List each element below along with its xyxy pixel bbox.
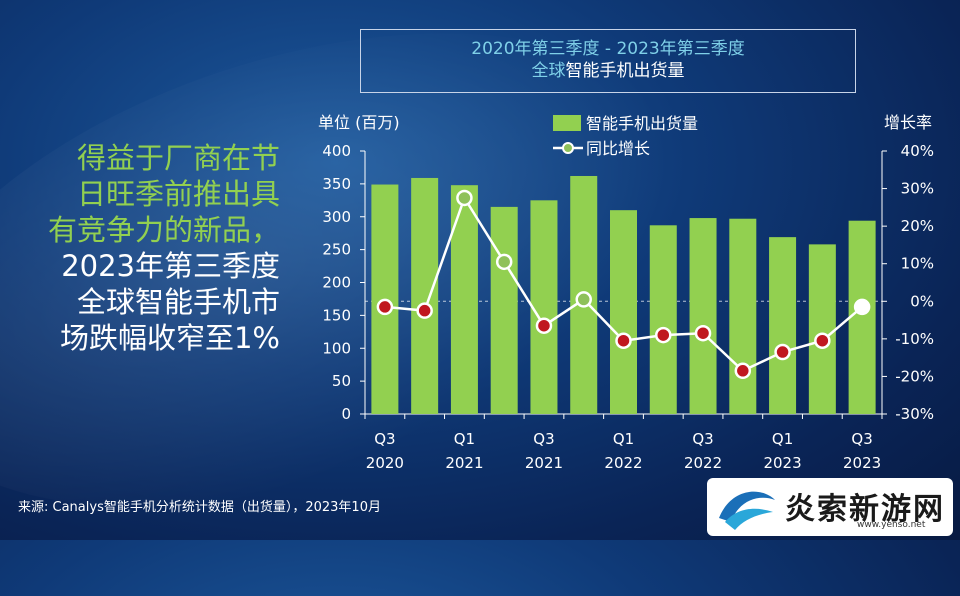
left-axis-title: 单位 (百万) (318, 113, 400, 132)
growth-point-5 (575, 291, 592, 308)
right-tick-label: 20% (901, 217, 934, 235)
logo-url: www.yenso.net (857, 520, 926, 530)
bar-6 (610, 210, 637, 414)
growth-point-9 (734, 362, 752, 380)
left-tick-label: 0 (341, 405, 351, 423)
growth-point-6 (615, 332, 632, 349)
right-tick-label: -20% (895, 367, 934, 385)
bar-11 (808, 244, 836, 414)
headline-line-3: 有竞争力的新品， (47, 213, 280, 247)
headline-line-1: 得益于厂商在节 (76, 141, 280, 175)
headline-line-5: 全球智能手机市 (76, 285, 280, 319)
bar-9 (729, 218, 757, 414)
headline-line-6: 场跌幅收窄至1% (59, 321, 280, 355)
x-label-quarter: Q1 (454, 430, 475, 448)
x-label-year: 2022 (604, 454, 642, 472)
headline: 得益于厂商在节 日旺季前推出具 有竞争力的新品， 2023年第三季度 全球智能手… (20, 140, 280, 356)
left-tick-label: 350 (322, 175, 351, 193)
x-label-quarter: Q1 (613, 430, 634, 448)
growth-point-12 (853, 298, 871, 316)
growth-point-1 (416, 302, 433, 319)
headline-line-4: 2023年第三季度 (61, 249, 280, 283)
bar-10 (769, 237, 797, 414)
logo-emblem-icon (719, 491, 775, 530)
x-label-quarter: Q1 (772, 430, 793, 448)
chart-title-subject: 全球智能手机出货量 (361, 60, 855, 82)
growth-point-3 (495, 253, 513, 271)
legend-bar-label: 智能手机出货量 (586, 114, 698, 133)
x-label-year: 2021 (525, 454, 563, 472)
growth-point-11 (814, 332, 831, 349)
right-tick-label: 30% (901, 180, 934, 198)
growth-point-8 (694, 324, 712, 342)
bar-7 (649, 225, 677, 414)
left-tick-label: 50 (332, 372, 351, 390)
left-tick-label: 200 (322, 274, 351, 292)
chart-title-rest: 智能手机出货量 (565, 61, 685, 81)
x-label-year: 2023 (763, 454, 801, 472)
chart-title-period: 2020年第三季度 - 2023年第三季度 (471, 39, 745, 59)
right-tick-label: 10% (901, 255, 934, 273)
growth-point-4 (535, 317, 553, 334)
headline-line-2: 日旺季前推出具 (76, 177, 280, 211)
x-label-quarter: Q3 (692, 430, 713, 448)
left-tick-label: 250 (322, 241, 351, 259)
legend-line-label: 同比增长 (586, 139, 650, 158)
site-logo[interactable]: 炎索新游网 www.yenso.net (707, 478, 953, 536)
growth-point-2 (456, 189, 473, 207)
bar-3 (490, 206, 518, 414)
x-label-year: 2023 (843, 454, 881, 472)
chart-title-box: 2020年第三季度 - 2023年第三季度 全球智能手机出货量 (360, 29, 856, 93)
logo-text: 炎索新游网 (785, 492, 945, 527)
growth-point-7 (655, 326, 672, 344)
source-note: 来源: Canalys智能手机分析统计数据（出货量），2023年10月 (18, 500, 381, 515)
x-label-quarter: Q3 (851, 430, 872, 448)
bar-8 (689, 218, 717, 414)
left-tick-label: 400 (322, 142, 351, 160)
growth-point-10 (774, 343, 791, 361)
growth-point-0 (376, 298, 394, 316)
right-tick-label: -10% (895, 330, 934, 348)
bar-2 (450, 185, 478, 414)
left-tick-label: 100 (322, 339, 351, 357)
x-label-quarter: Q3 (374, 430, 395, 448)
right-tick-label: 0% (910, 292, 934, 310)
x-label-quarter: Q3 (533, 430, 554, 448)
right-tick-label: -30% (895, 405, 934, 423)
legend-bar-swatch (553, 115, 581, 131)
x-label-year: 2022 (684, 454, 722, 472)
bar-1 (411, 177, 439, 414)
left-tick-label: 300 (322, 208, 351, 226)
x-label-year: 2021 (445, 454, 483, 472)
bar-4 (530, 200, 558, 414)
chart-title-highlight: 全球 (531, 61, 566, 81)
left-tick-label: 150 (322, 306, 351, 324)
shipments-chart: 0 50 100 150 200 250 300 350 400 -30% -20% -10% 0% 10… (318, 113, 934, 472)
right-axis-title: 增长率 (884, 113, 932, 132)
legend-line-marker (562, 142, 574, 154)
x-label-year: 2020 (366, 454, 404, 472)
right-tick-label: 40% (901, 142, 934, 160)
bar-12 (848, 220, 876, 414)
